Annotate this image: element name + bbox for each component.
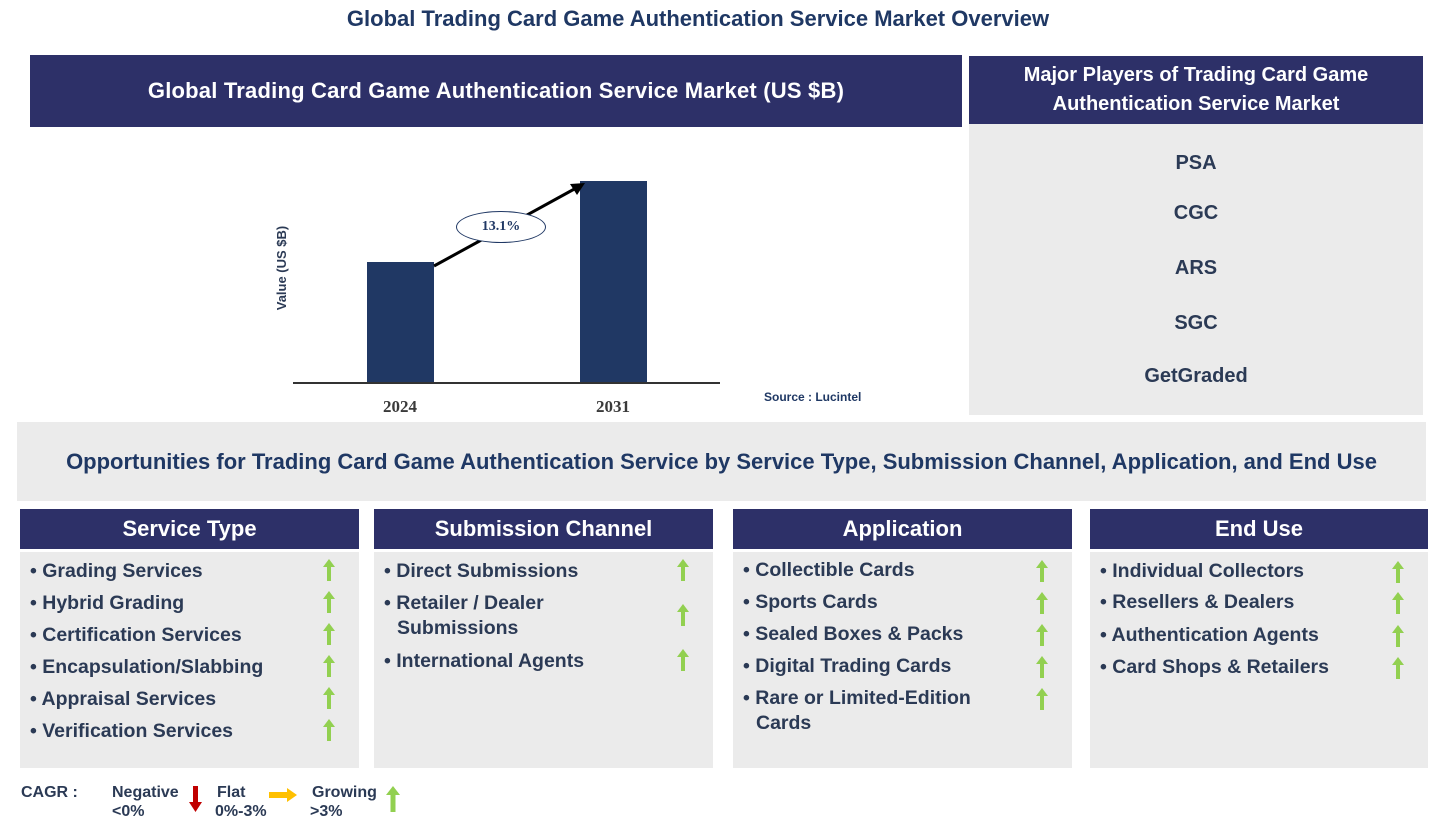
up-arrow-icon [1392,625,1404,647]
opportunities-title: Opportunities for Trading Card Game Auth… [17,422,1426,501]
up-arrow-icon [1036,560,1048,582]
item-label: • Appraisal Services [30,688,217,710]
up-arrow-icon [1036,656,1048,678]
list-item: • Hybrid Grading [30,591,349,616]
list-item: • Sealed Boxes & Packs [743,622,1062,647]
list-item: • Certification Services [30,623,349,648]
segment-body: • Grading Services • Hybrid Grading • Ce… [20,552,359,768]
segment-header: Submission Channel [374,509,713,549]
source-label: Source : Lucintel [764,390,862,404]
page-title: Global Trading Card Game Authentication … [346,6,1050,31]
players-list: PSA CGC ARS SGC GetGraded [969,124,1423,415]
up-arrow-icon [323,655,335,677]
item-label: • Digital Trading Cards [743,655,952,677]
legend-label: CAGR : [21,784,78,801]
player-item: SGC [1174,312,1218,334]
list-item: • Grading Services [30,559,349,584]
list-item: • Individual Collectors [1100,559,1418,584]
legend-flat-name: Flat [217,784,246,801]
x-tick-2024: 2024 [383,397,417,416]
up-arrow-icon [1036,688,1048,710]
up-arrow-icon [1036,592,1048,614]
up-arrow-icon [323,719,335,741]
x-axis-line [293,382,720,384]
bar-2024 [367,262,434,383]
item-label: • Direct Submissions [384,560,579,582]
up-arrow-icon [1392,561,1404,583]
legend-flat-range: 0%-3% [215,803,267,820]
bar-2031 [580,181,647,383]
item-label: • Encapsulation/Slabbing [30,656,264,678]
x-tick-2031: 2031 [596,397,630,416]
list-item: • Digital Trading Cards [743,654,1062,679]
item-label: • Grading Services [30,560,203,582]
item-label: • Verification Services [30,720,234,742]
list-item: • Appraisal Services [30,687,349,712]
item-label: • Hybrid Grading [30,592,185,614]
segment-application: Application • Collectible Cards • Sports… [733,509,1072,768]
list-item: • Resellers & Dealers [1100,590,1418,615]
item-label: • Individual Collectors [1100,560,1305,582]
up-arrow-icon [677,559,689,581]
item-label: • Sealed Boxes & Packs [743,623,964,645]
list-item: • Card Shops & Retailers [1100,655,1418,680]
segment-header: End Use [1090,509,1428,549]
y-axis-label: Value (US $B) [274,225,289,311]
right-arrow-icon [269,788,297,802]
down-arrow-icon [189,786,202,812]
item-label: • Card Shops & Retailers [1100,656,1329,678]
player-item: ARS [1174,257,1218,279]
up-arrow-icon [323,687,335,709]
item-label: • Certification Services [30,624,242,646]
segment-header: Application [733,509,1072,549]
list-item: • Sports Cards [743,590,1062,615]
list-item: • Authentication Agents [1100,623,1418,648]
up-arrow-icon [1036,624,1048,646]
player-item: PSA [1175,152,1217,174]
player-item: CGC [1173,202,1219,224]
legend-negative-range: <0% [112,803,145,820]
item-label: • Authentication Agents [1100,624,1319,646]
list-item: • Verification Services [30,719,349,744]
item-label: • Sports Cards [743,591,878,613]
list-item: • Retailer / Dealer Submissions [384,591,703,641]
item-label: • Retailer / Dealer Submissions [384,592,544,639]
segment-service-type: Service Type • Grading Services • Hybrid… [20,509,359,768]
item-label: • Resellers & Dealers [1100,591,1295,613]
segment-body: • Individual Collectors • Resellers & De… [1090,552,1428,768]
chart-header: Global Trading Card Game Authentication … [30,55,962,127]
up-arrow-icon [677,649,689,671]
cagr-annotation: 13.1% [456,211,546,243]
legend-growing-name: Growing [312,784,377,801]
list-item: • Encapsulation/Slabbing [30,655,349,680]
up-arrow-icon [323,559,335,581]
segment-body: • Direct Submissions • Retailer / Dealer… [374,552,713,768]
list-item: • Rare or Limited-Edition Cards [743,686,1062,736]
item-label: • Rare or Limited-Edition Cards [743,687,971,734]
up-arrow-icon [1392,657,1404,679]
up-arrow-icon [323,623,335,645]
legend-negative-name: Negative [112,784,179,801]
item-label: • International Agents [384,650,585,672]
segment-end-use: End Use • Individual Collectors • Resell… [1090,509,1428,768]
up-arrow-icon [677,604,689,626]
item-label: • Collectible Cards [743,559,915,581]
segment-body: • Collectible Cards • Sports Cards • Sea… [733,552,1072,768]
segment-header: Service Type [20,509,359,549]
list-item: • Direct Submissions [384,559,703,584]
legend-growing-range: >3% [310,803,343,820]
up-arrow-icon [323,591,335,613]
up-arrow-icon [1392,592,1404,614]
list-item: • Collectible Cards [743,558,1062,583]
segment-submission-channel: Submission Channel • Direct Submissions … [374,509,713,768]
player-item: GetGraded [1144,365,1248,387]
list-item: • International Agents [384,649,703,674]
up-arrow-icon [386,786,400,812]
players-header: Major Players of Trading Card Game Authe… [969,56,1423,124]
